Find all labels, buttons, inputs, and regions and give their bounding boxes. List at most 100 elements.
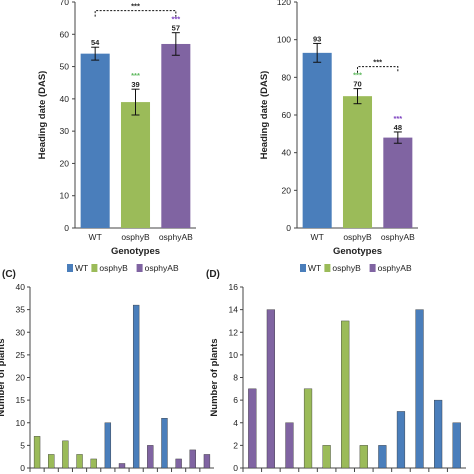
data-label: 93 [313, 34, 321, 43]
bar [322, 445, 331, 469]
bar [396, 411, 406, 469]
bar [90, 458, 97, 469]
x-tick-label: WT [89, 232, 102, 242]
significance-stars: *** [353, 71, 362, 80]
y-tick-label: 2 [233, 440, 238, 450]
significance-stars: *** [131, 71, 140, 80]
y-tick-label: 6 [233, 395, 238, 405]
y-tick-label: 100 [277, 35, 291, 45]
y-tick-label: 35 [16, 305, 26, 315]
y-tick-label: 25 [16, 350, 26, 360]
y-tick-label: 20 [282, 185, 292, 195]
y-tick-label: 60 [60, 29, 70, 39]
y-tick-label: 30 [60, 126, 70, 136]
y-tick-label: 12 [229, 327, 239, 337]
y-axis-title: Heading date (DAS) [259, 71, 270, 160]
data-label: 48 [394, 123, 402, 132]
bar [248, 388, 257, 469]
bar [378, 445, 387, 469]
significance-stars: *** [393, 114, 402, 123]
x-tick-label: osphyB [343, 232, 372, 242]
legend-label: osphyAB [145, 263, 179, 273]
y-tick-label: 80 [282, 72, 292, 82]
legend-swatch [136, 264, 143, 272]
legend-label: osphyB [99, 263, 128, 273]
x-tick-label: WT [311, 232, 324, 242]
y-tick-label: 15 [16, 395, 26, 405]
bar [161, 43, 191, 228]
bar [48, 454, 55, 469]
bar [383, 137, 413, 228]
y-tick-label: 4 [233, 418, 238, 428]
bar [132, 304, 140, 469]
bar [203, 454, 211, 469]
y-tick-label: 40 [16, 282, 26, 292]
significance-bracket [94, 10, 177, 17]
bracket-stars: *** [373, 58, 382, 67]
bar [189, 449, 196, 469]
y-tick-label: 20 [16, 373, 26, 383]
y-tick-label: 120 [277, 0, 291, 7]
legend-label: WT [308, 263, 321, 273]
y-tick-label: 30 [16, 327, 26, 337]
panel-label: (C) [2, 269, 16, 280]
legend-swatch [300, 264, 306, 272]
bar [359, 445, 368, 469]
bar [76, 454, 83, 469]
bar [266, 309, 275, 469]
y-tick-label: 10 [60, 191, 70, 201]
y-tick-label: 0 [233, 463, 238, 473]
x-tick-label: osphyAB [159, 232, 193, 242]
bar [118, 463, 126, 469]
legend-label: WT [75, 263, 88, 273]
y-tick-label: 0 [286, 223, 291, 233]
data-label: 54 [91, 38, 100, 47]
y-tick-label: 40 [60, 94, 70, 104]
legend-label: osphyAB [378, 263, 412, 273]
x-tick-label: osphyB [121, 232, 150, 242]
x-axis-title: Genotypes [111, 246, 160, 257]
y-axis-title: Number of plants [0, 338, 7, 416]
data-label: 70 [353, 80, 361, 89]
data-label: 57 [172, 24, 180, 33]
bar [434, 399, 443, 469]
bar [175, 458, 182, 469]
bar [452, 422, 461, 469]
bar [302, 52, 332, 228]
y-tick-label: 8 [233, 373, 238, 383]
legend-swatch [91, 264, 98, 272]
bar [104, 422, 112, 469]
bar [415, 309, 424, 469]
bar [80, 53, 110, 229]
y-tick-label: 10 [229, 350, 239, 360]
data-label: 39 [131, 80, 139, 89]
y-tick-label: 60 [282, 110, 292, 120]
y-tick-label: 70 [60, 0, 70, 7]
y-tick-label: 5 [20, 440, 25, 450]
bar [33, 436, 41, 469]
y-tick-label: 14 [229, 305, 239, 315]
bar [303, 388, 313, 469]
bracket-stars: *** [131, 2, 140, 11]
bar [341, 320, 350, 469]
bar [120, 102, 151, 228]
significance-bracket [357, 66, 399, 73]
bar [285, 422, 294, 469]
y-tick-label: 0 [64, 223, 69, 233]
legend-swatch [369, 264, 376, 272]
legend-label: osphyB [332, 263, 361, 273]
y-tick-label: 0 [20, 463, 25, 473]
x-tick-label: osphyAB [381, 232, 415, 242]
y-axis-title: Heading date (DAS) [37, 71, 48, 160]
bar [62, 440, 69, 469]
legend-swatch [324, 264, 331, 272]
y-tick-label: 50 [60, 62, 70, 72]
x-axis-title: Genotypes [333, 246, 382, 257]
bar [342, 96, 373, 229]
y-tick-label: 20 [60, 158, 70, 168]
y-tick-label: 16 [229, 282, 239, 292]
panel-label: (D) [206, 269, 220, 280]
y-axis-title: Number of plants [209, 338, 220, 416]
bar [147, 445, 154, 469]
